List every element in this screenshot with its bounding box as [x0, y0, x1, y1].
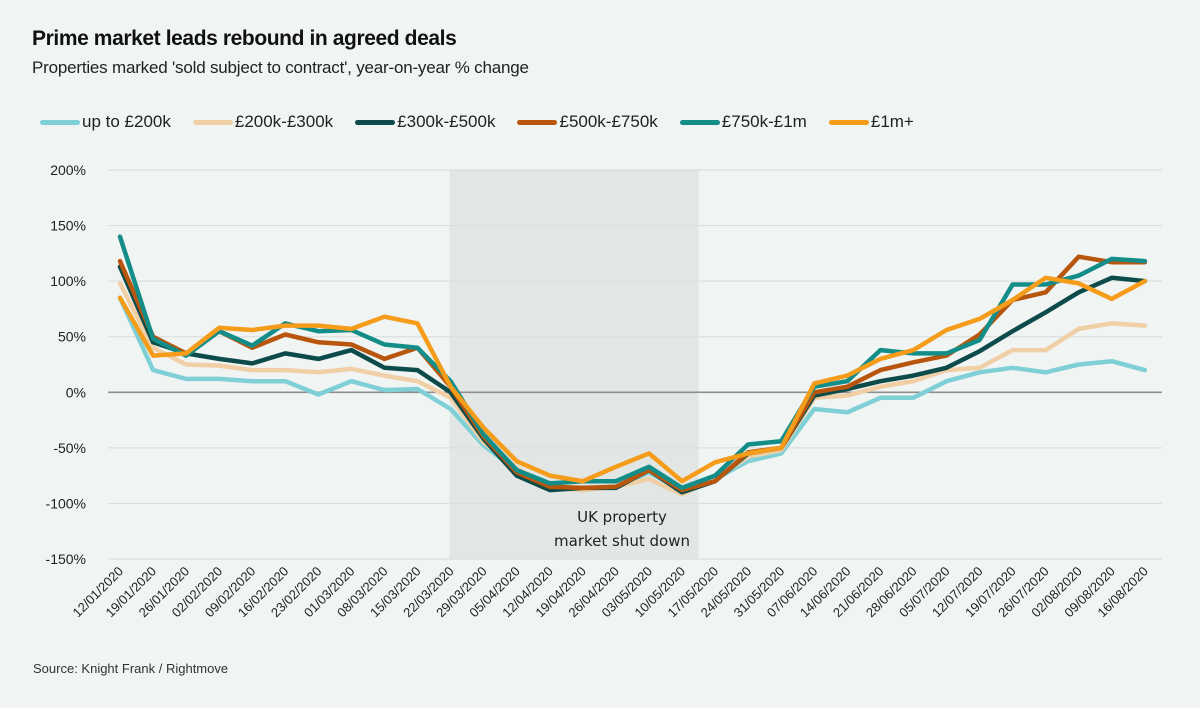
legend-swatch [679, 119, 720, 125]
legend-label: £500k-£750k [559, 112, 658, 131]
legend-swatch [40, 119, 80, 125]
legend-item: up to £200k [40, 112, 171, 132]
chart-title: Prime market leads rebound in agreed dea… [32, 27, 457, 50]
legend-swatch [192, 119, 233, 125]
y-tick-label: 0% [66, 384, 86, 400]
legend-label: £1m+ [870, 112, 914, 131]
legend-label: £200k-£300k [234, 112, 334, 131]
y-tick-label: 100% [50, 273, 86, 289]
legend-label: £750k-£1m [721, 112, 807, 131]
legend: up to £200k £200k-£300k £300k-£500k £500k-£… [40, 112, 936, 132]
y-tick-label: 50% [58, 329, 86, 345]
legend-label: up to £200k [82, 112, 171, 131]
y-tick-label: 150% [50, 218, 86, 234]
legend-item: £200k-£300k [192, 112, 334, 132]
y-tick-label: 200% [50, 162, 86, 178]
series-line-3 [117, 254, 1148, 493]
y-tick-label: -150% [46, 551, 86, 567]
legend-item: £500k-£750k [517, 112, 658, 132]
legend-item: £300k-£500k [355, 112, 495, 132]
legend-swatch [828, 119, 869, 125]
chart-subtitle: Properties marked 'sold subject to contr… [32, 58, 529, 77]
legend-swatch [517, 119, 558, 125]
y-tick-label: -100% [46, 495, 86, 511]
shaded-region [449, 170, 699, 559]
shutdown-annotation: market shut down [554, 532, 690, 550]
series-line-1 [117, 281, 1148, 497]
source-note: Source: Knight Frank / Rightmove [33, 661, 229, 676]
legend-item: £750k-£1m [679, 112, 807, 132]
legend-label: £300k-£500k [397, 112, 496, 131]
legend-swatch [355, 119, 396, 125]
series-line-5 [117, 275, 1148, 484]
y-tick-label: -50% [53, 440, 86, 456]
shutdown-annotation: UK property [577, 508, 667, 526]
legend-item: £1m+ [828, 112, 914, 132]
